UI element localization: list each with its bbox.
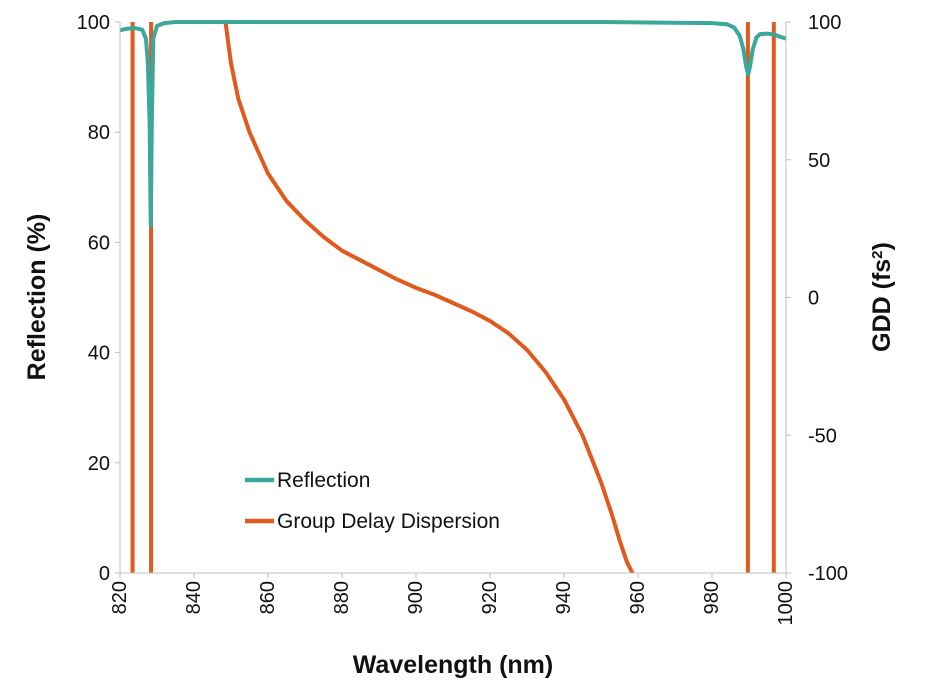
y-tick-label: 20 [88,453,110,475]
x-axis-title: Wavelength (nm) [353,651,553,679]
x-tick-label: 980 [701,581,723,614]
y-right-tick-label: -100 [808,563,848,585]
x-tick-label: 920 [479,581,501,614]
x-tick-label: 900 [405,581,427,614]
x-tick-label: 820 [109,581,131,614]
y-right-tick-label: 0 [808,288,819,310]
series-layer [120,20,786,573]
legend-label-reflection: Reflection [277,469,370,492]
legend: Reflection Group Delay Dispersion [245,469,500,533]
y-axis-right-title-main: GDD (fs [868,259,896,352]
y-tick-label: 40 [88,343,110,365]
y-tick-label: 0 [99,563,110,585]
legend-label-gdd: Group Delay Dispersion [277,510,500,533]
y-axis-title: Reflection (%) [23,214,51,381]
x-tick-label: 860 [257,581,279,614]
x-tick-label: 960 [627,581,649,614]
y-axis-right-title: GDD (fs2) [868,242,896,352]
x-tick-label: 1000 [775,581,797,626]
y-tick-label: 60 [88,232,110,254]
ticks-layer: 820 840 860 880 900 920 940 960 980 1000020406080… [77,12,848,626]
series-line-reflection [120,20,786,228]
x-tick-label: 840 [183,581,205,614]
y-tick-label: 100 [77,12,110,34]
y-axis-right-title-close: ) [868,242,896,250]
x-tick-label: 940 [553,581,575,614]
y-axis-right-title-sup: 2 [869,250,886,258]
y-tick-label: 80 [88,122,110,144]
y-right-tick-label: 100 [808,12,841,34]
y-right-tick-label: 50 [808,150,830,172]
x-tick-label: 880 [331,581,353,614]
axes-layer [119,22,787,574]
series-line-gdd [223,21,635,573]
y-right-tick-label: -50 [808,425,837,447]
